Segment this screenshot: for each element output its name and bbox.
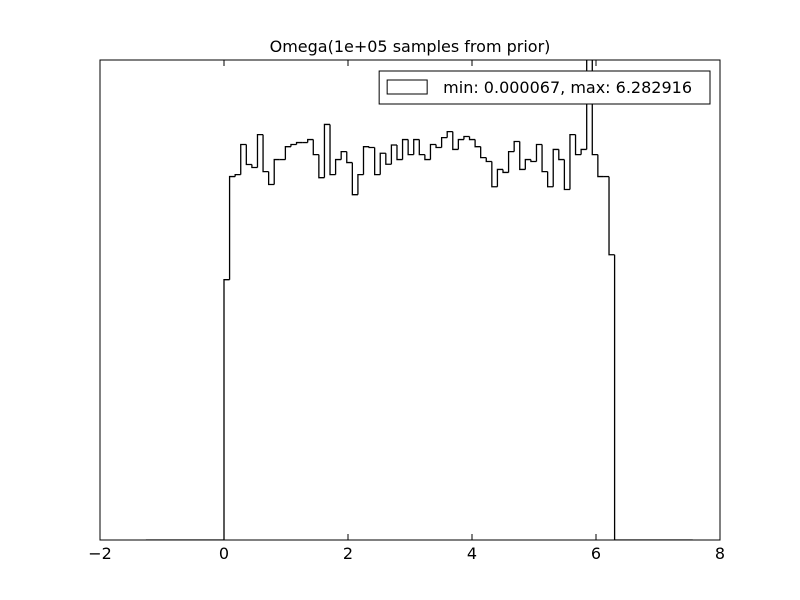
histogram-step — [379, 152, 386, 175]
histogram-step — [513, 140, 520, 152]
legend-label: min: 0.000067, max: 6.282916 — [443, 78, 692, 97]
histogram-step — [223, 279, 230, 540]
histogram-step — [563, 159, 570, 191]
histogram-step — [546, 171, 554, 188]
histogram-step — [569, 133, 576, 190]
histogram-step — [541, 144, 548, 173]
x-tick-label: 6 — [591, 544, 601, 563]
histogram-step — [368, 146, 375, 149]
histogram-step — [586, 60, 588, 150]
histogram-step — [485, 157, 492, 163]
x-tick-label: −2 — [88, 544, 112, 563]
histogram-step — [502, 169, 509, 174]
histogram-step — [457, 138, 464, 150]
histogram-step — [424, 154, 431, 161]
histogram-step — [474, 139, 481, 148]
legend: min: 0.000067, max: 6.282916 — [378, 70, 711, 105]
x-tick-label: 4 — [467, 544, 477, 563]
histogram-step — [597, 154, 604, 178]
histogram-step — [519, 141, 526, 171]
histogram-step — [390, 144, 397, 165]
histogram-step — [256, 133, 264, 168]
histogram-step — [396, 145, 403, 161]
histogram-step — [318, 154, 325, 179]
histogram-step — [552, 148, 559, 187]
histogram-step — [385, 153, 392, 165]
histogram-step — [429, 143, 437, 160]
histogram-step — [413, 138, 420, 155]
histogram-step — [496, 168, 503, 187]
histogram-step — [440, 136, 448, 148]
histogram-step — [480, 146, 487, 159]
histogram-step — [346, 151, 353, 164]
histogram-step — [491, 161, 498, 188]
histogram-step — [228, 175, 236, 280]
histogram-step — [262, 134, 269, 173]
histogram-step — [463, 135, 470, 140]
histogram-step — [468, 136, 476, 141]
x-tick-label: 8 — [715, 544, 725, 563]
histogram-step — [580, 148, 587, 155]
histogram-step — [608, 176, 615, 256]
x-tick-label: 2 — [343, 544, 353, 563]
histogram-step — [374, 147, 381, 176]
histogram-step — [574, 134, 582, 156]
histogram-step — [267, 171, 275, 186]
histogram-step — [340, 150, 347, 160]
histogram-step — [446, 130, 453, 138]
legend-box — [378, 70, 711, 105]
histogram-step — [418, 139, 425, 156]
histogram-step — [240, 143, 247, 175]
histogram-step — [535, 143, 543, 162]
histogram-step — [507, 150, 515, 173]
histogram-step — [290, 143, 297, 147]
histogram-step — [524, 158, 531, 170]
histogram-step — [312, 139, 319, 156]
histogram-step — [295, 141, 303, 145]
legend-swatch — [386, 79, 428, 95]
histogram-step — [357, 174, 364, 195]
histogram-step — [329, 124, 336, 176]
histogram-step — [323, 123, 331, 178]
plot-area — [145, 60, 693, 540]
histogram-step — [234, 174, 241, 177]
chart-title: Omega(1e+05 samples from prior) — [270, 37, 551, 56]
histogram-step — [530, 159, 537, 163]
histogram-step — [245, 144, 252, 166]
x-tick-label: 0 — [219, 544, 229, 563]
histogram-step — [284, 146, 291, 160]
histogram-step — [351, 162, 358, 196]
histogram-step — [407, 139, 414, 156]
histogram-step — [613, 254, 693, 540]
histogram-step — [401, 138, 409, 160]
histogram-step — [435, 144, 442, 149]
histogram-step — [362, 146, 370, 175]
histogram-step — [307, 138, 314, 143]
axes-frame — [99, 59, 721, 541]
histogram-step — [273, 158, 280, 185]
histogram-step — [334, 158, 342, 175]
histogram-step — [251, 164, 258, 169]
histogram-step — [558, 149, 565, 161]
histogram-step — [452, 131, 459, 151]
